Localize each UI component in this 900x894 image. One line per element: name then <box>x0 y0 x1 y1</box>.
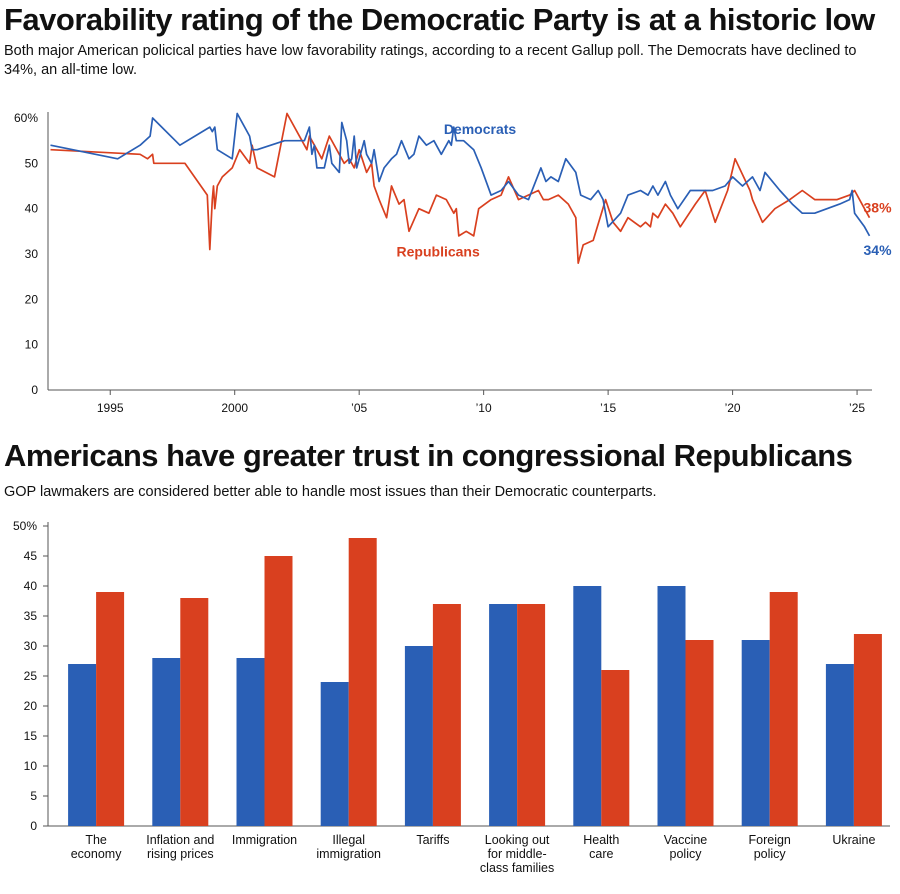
republicans-bar <box>348 538 377 826</box>
republicans-bar <box>601 670 630 826</box>
y-tick-label: 60% <box>14 111 38 125</box>
y-tick-label: 50 <box>25 156 39 170</box>
favorability-line-chart: 0 10 20 30 40 50 60% 1995 2000 ’05 ’10 ’15 ’20 ’25 Dem… <box>14 111 893 415</box>
category-label-line: Vaccine <box>664 833 708 847</box>
y-tick-label: 0 <box>30 819 37 833</box>
democrats-bar <box>825 664 854 826</box>
y-tick-label: 10 <box>24 759 38 773</box>
category-label-line: class families <box>480 861 554 875</box>
x-tick-label: ’25 <box>849 401 865 415</box>
x-tick-label: 2000 <box>221 401 248 415</box>
democrats-bar <box>68 664 97 826</box>
republicans-bar <box>853 634 882 826</box>
democrats-bar <box>573 586 602 826</box>
category-label: The economy <box>71 833 122 861</box>
y-tick-label: 25 <box>24 669 38 683</box>
trust-bar-chart: 0 5 10 15 20 25 30 35 40 45 50% The economy Inflation… <box>13 519 890 875</box>
category-label-line: for middle- <box>488 847 547 861</box>
republicans-bar <box>517 604 546 826</box>
category-label-line: Health <box>583 833 619 847</box>
category-label-line: Foreign <box>749 833 791 847</box>
category-label: Inflation and rising prices <box>146 833 214 861</box>
y-tick-label: 45 <box>24 549 38 563</box>
x-tick-label: ’05 <box>351 401 367 415</box>
democrats-bar <box>152 658 181 826</box>
y-tick-label: 40 <box>24 579 38 593</box>
republicans-series-line <box>50 112 871 264</box>
democrats-bar <box>320 682 349 826</box>
category-label: Illegal immigration <box>316 833 381 861</box>
democrats-bar <box>741 640 770 826</box>
category-label-line: rising prices <box>147 847 214 861</box>
category-label-line: economy <box>71 847 122 861</box>
democrats-bar <box>404 646 433 826</box>
bar-chart-title: Americans have greater trust in congress… <box>4 438 853 473</box>
republicans-bar <box>432 604 461 826</box>
category-label-line: Tariffs <box>416 833 449 847</box>
y-tick-label: 15 <box>24 729 38 743</box>
category-label: Foreign policy <box>749 833 791 861</box>
category-label-line: Looking out <box>485 833 550 847</box>
line-chart-title: Favorability rating of the Democratic Pa… <box>4 2 875 37</box>
category-label-line: policy <box>670 847 703 861</box>
republicans-bar <box>769 592 798 826</box>
category-label-line: Inflation and <box>146 833 214 847</box>
y-tick-label: 10 <box>25 338 39 352</box>
x-tick-label: ’20 <box>725 401 741 415</box>
republicans-end-value: 38% <box>864 200 893 216</box>
category-label: Immigration <box>232 833 297 847</box>
x-tick-label: ’10 <box>476 401 492 415</box>
republicans-bar <box>685 640 714 826</box>
y-tick-label: 20 <box>25 292 39 306</box>
republicans-bar <box>96 592 125 826</box>
republicans-series-label: Republicans <box>397 243 480 259</box>
x-tick-label: 1995 <box>97 401 124 415</box>
y-tick-label: 0 <box>31 383 38 397</box>
y-tick-label: 50% <box>13 519 37 533</box>
category-label-line: policy <box>754 847 787 861</box>
democrats-bar <box>657 586 686 826</box>
y-tick-label: 20 <box>24 699 38 713</box>
x-tick-label: ’15 <box>600 401 616 415</box>
democrats-series-line <box>50 112 871 237</box>
category-label-line: care <box>589 847 613 861</box>
category-label: Looking out for middle-class families <box>480 833 554 875</box>
category-label-line: Illegal <box>332 833 365 847</box>
category-label: Tariffs <box>416 833 449 847</box>
democrats-bar <box>489 604 518 826</box>
category-label-line: Ukraine <box>832 833 875 847</box>
republicans-bar <box>264 556 293 826</box>
line-chart-subtitle: Both major American policical parties ha… <box>4 43 857 78</box>
y-tick-label: 5 <box>30 789 37 803</box>
democrats-series-label: Democrats <box>444 121 517 137</box>
bar-chart-subtitle: GOP lawmakers are considered better able… <box>4 484 657 500</box>
y-tick-label: 35 <box>24 609 38 623</box>
category-label: Vaccine policy <box>664 833 708 861</box>
y-tick-label: 40 <box>25 202 39 216</box>
category-label-line: immigration <box>316 847 381 861</box>
category-label-line: Immigration <box>232 833 297 847</box>
democrats-bar <box>236 658 265 826</box>
democrats-end-value: 34% <box>864 242 893 258</box>
category-label-line: The <box>85 833 107 847</box>
y-tick-label: 30 <box>25 247 39 261</box>
category-label: Ukraine <box>832 833 875 847</box>
category-label: Health care <box>583 833 619 861</box>
y-tick-label: 30 <box>24 639 38 653</box>
republicans-bar <box>180 598 209 826</box>
